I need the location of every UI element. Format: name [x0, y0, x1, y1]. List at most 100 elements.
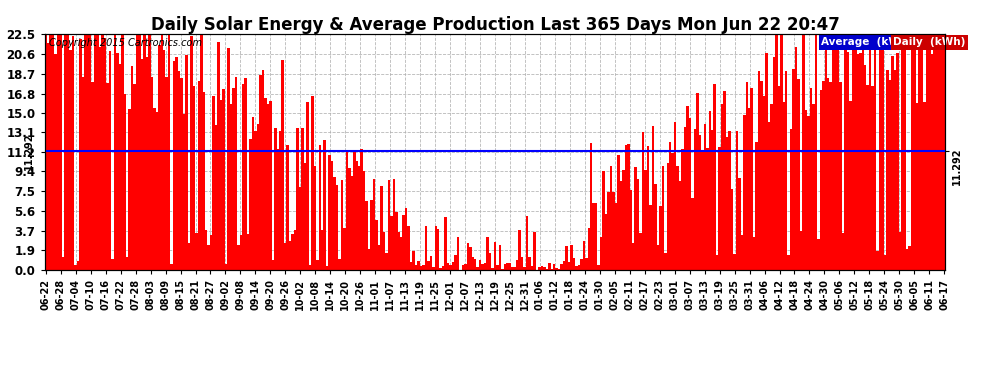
- Bar: [410, 262, 412, 270]
- Bar: [894, 70, 896, 270]
- Bar: [494, 242, 496, 270]
- Bar: [146, 57, 148, 270]
- Bar: [901, 34, 904, 270]
- Bar: [160, 34, 163, 270]
- Bar: [800, 231, 802, 270]
- Bar: [383, 232, 385, 270]
- Bar: [911, 34, 914, 270]
- Bar: [175, 57, 178, 270]
- Bar: [50, 34, 51, 270]
- Bar: [198, 81, 200, 270]
- Bar: [200, 34, 203, 270]
- Bar: [350, 176, 353, 270]
- Bar: [914, 37, 916, 270]
- Bar: [417, 261, 420, 270]
- Bar: [319, 145, 321, 270]
- Bar: [763, 96, 765, 270]
- Bar: [835, 35, 837, 270]
- Bar: [45, 34, 47, 270]
- Bar: [365, 201, 368, 270]
- Bar: [284, 243, 286, 270]
- Bar: [840, 82, 842, 270]
- Bar: [539, 267, 541, 270]
- Bar: [651, 126, 654, 270]
- Bar: [909, 246, 911, 270]
- Bar: [158, 45, 160, 270]
- Bar: [758, 70, 760, 270]
- Bar: [555, 268, 558, 270]
- Bar: [400, 237, 403, 270]
- Bar: [605, 214, 607, 270]
- Bar: [299, 188, 301, 270]
- Bar: [534, 231, 536, 270]
- Bar: [121, 34, 124, 270]
- Bar: [620, 181, 622, 270]
- Bar: [412, 251, 415, 270]
- Bar: [471, 257, 474, 270]
- Bar: [208, 245, 210, 270]
- Bar: [716, 255, 719, 270]
- Bar: [139, 34, 141, 270]
- Bar: [425, 226, 427, 270]
- Bar: [336, 185, 339, 270]
- Bar: [205, 230, 208, 270]
- Bar: [856, 54, 859, 270]
- Bar: [516, 261, 519, 270]
- Bar: [163, 51, 165, 270]
- Bar: [548, 263, 550, 270]
- Bar: [225, 264, 227, 270]
- Bar: [587, 228, 590, 270]
- Bar: [150, 77, 153, 270]
- Bar: [274, 128, 276, 270]
- Bar: [134, 84, 136, 270]
- Bar: [748, 108, 750, 270]
- Bar: [195, 233, 198, 270]
- Bar: [644, 170, 646, 270]
- Bar: [929, 36, 931, 270]
- Bar: [420, 266, 422, 270]
- Bar: [461, 265, 464, 270]
- Bar: [314, 166, 316, 270]
- Bar: [600, 237, 602, 270]
- Bar: [326, 266, 329, 270]
- Bar: [921, 34, 924, 270]
- Bar: [864, 65, 866, 270]
- Bar: [646, 146, 649, 270]
- Bar: [136, 34, 139, 270]
- Bar: [635, 167, 637, 270]
- Bar: [430, 256, 432, 270]
- Bar: [111, 259, 114, 270]
- Bar: [168, 34, 170, 270]
- Bar: [264, 98, 266, 270]
- Bar: [388, 180, 390, 270]
- Bar: [731, 189, 734, 270]
- Bar: [454, 255, 456, 270]
- Bar: [185, 55, 188, 270]
- Bar: [775, 34, 777, 270]
- Bar: [76, 261, 79, 270]
- Bar: [486, 237, 489, 270]
- Bar: [153, 108, 155, 270]
- Bar: [301, 128, 304, 270]
- Bar: [183, 114, 185, 270]
- Bar: [71, 36, 74, 270]
- Bar: [854, 34, 856, 270]
- Bar: [820, 90, 822, 270]
- Bar: [378, 245, 380, 270]
- Bar: [891, 56, 894, 270]
- Bar: [316, 260, 319, 270]
- Bar: [837, 47, 840, 270]
- Bar: [69, 50, 71, 270]
- Bar: [422, 265, 425, 270]
- Bar: [254, 132, 256, 270]
- Bar: [560, 264, 563, 270]
- Bar: [240, 235, 242, 270]
- Bar: [178, 70, 180, 270]
- Bar: [583, 242, 585, 270]
- Bar: [750, 88, 753, 270]
- Bar: [358, 166, 360, 270]
- Bar: [296, 128, 299, 270]
- Bar: [476, 267, 479, 270]
- Bar: [242, 84, 245, 270]
- Bar: [373, 178, 375, 270]
